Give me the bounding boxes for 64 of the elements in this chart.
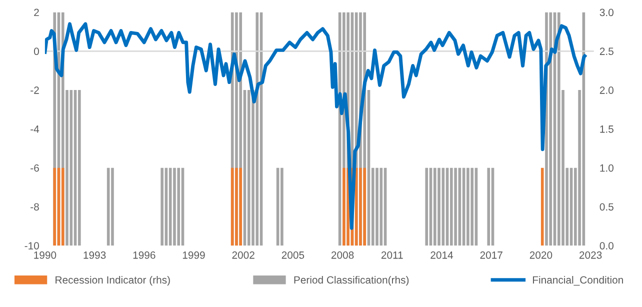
bar [61,168,64,246]
bar [450,168,453,246]
bar [106,168,110,246]
bar [160,168,164,246]
x-tick-label: 1999 [182,251,205,259]
y-tick-label: 2 [34,8,39,16]
x-tick-label: 2014 [430,251,454,259]
bar [442,168,445,246]
bar [239,168,242,246]
bar [230,168,234,246]
y-tick-label: -2 [30,86,39,94]
bar [168,168,172,246]
bar [342,168,346,246]
bar [359,168,362,246]
bar [470,168,474,246]
bar [70,90,73,246]
y-tick-label: -6 [30,164,39,172]
x-tick-label: 1993 [84,251,106,259]
y2-tick-label: 3.0 [600,8,614,16]
bar [235,168,238,246]
y2-tick-label: 1.0 [600,164,614,172]
x-tick-label: 2020 [530,251,552,259]
y2-tick-label: 1.5 [600,126,614,133]
x-tick-label: 2023 [579,251,602,259]
y2-tick-label: 0.5 [600,203,614,211]
bar [487,168,490,246]
line-series [44,22,586,230]
x-tick-label: 2008 [331,251,354,259]
y2-tick-label: 2.5 [600,48,614,56]
y-tick-label: 0 [34,48,39,56]
bar [438,168,440,246]
bar [376,168,378,246]
x-tick-label: 2011 [381,251,403,259]
y-tick-label: -4 [30,126,40,133]
y2-tick-label: 2.0 [600,86,614,94]
legend-label: Recession Indicator (rhs) [56,276,170,286]
bar [280,168,284,246]
bar [247,90,250,246]
bar [256,12,259,246]
bar [540,168,544,246]
y-tick-label: -8 [30,203,39,211]
bar [354,168,358,246]
bar [380,168,383,246]
legend-label: Period Classification(rhs) [294,276,409,286]
bar [466,168,470,246]
x-tick-label: 1996 [133,251,156,259]
bar [173,168,176,246]
bar [111,168,114,246]
legend-label: Financial_Condition [532,276,623,286]
y2-tick-label: 0.0 [600,242,614,250]
x-tick-label: 2002 [232,251,254,259]
x-tick-label: 1990 [34,251,56,259]
bar [78,90,81,246]
bar [177,168,180,246]
y-tick-label: -10 [24,242,39,250]
bar [53,168,56,246]
x-tick-label: 2005 [282,251,304,259]
bar [549,12,552,246]
bar [557,12,560,246]
bar [425,168,428,246]
bar [454,168,457,246]
x-tick-label: 2017 [480,251,502,259]
bar [433,168,436,246]
bar [363,168,366,246]
